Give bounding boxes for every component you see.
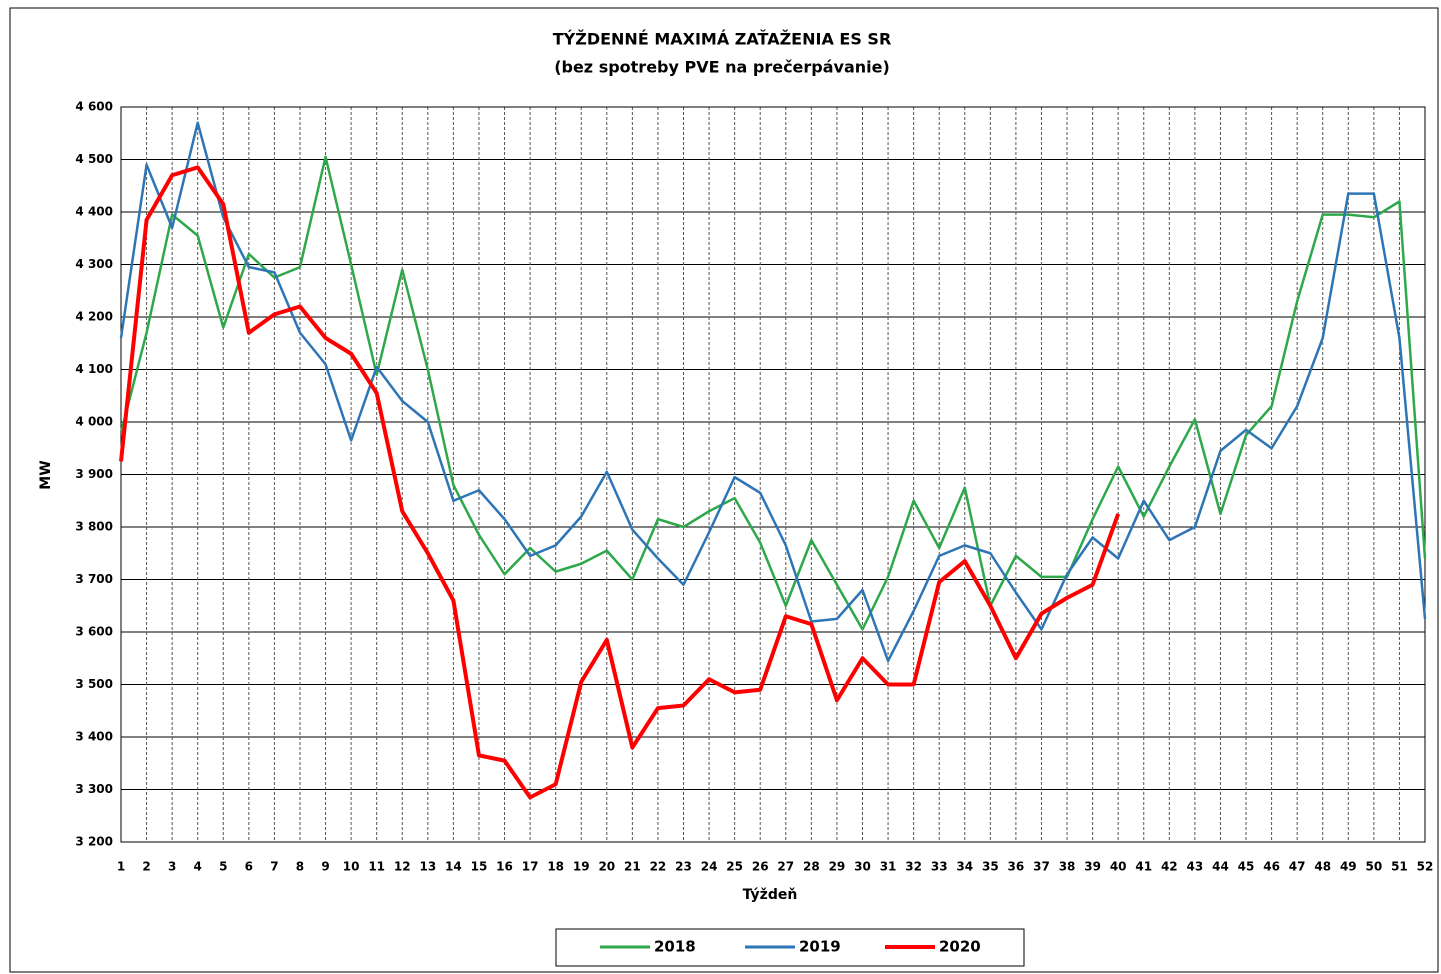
y-tick-label: 3 800 xyxy=(75,520,113,534)
x-tick-label: 41 xyxy=(1135,860,1152,874)
y-tick-label: 4 500 xyxy=(75,152,113,166)
x-tick-label: 52 xyxy=(1417,860,1434,874)
x-tick-label: 29 xyxy=(829,860,846,874)
x-tick-label: 25 xyxy=(726,860,743,874)
y-tick-label: 4 000 xyxy=(75,415,113,429)
x-tick-label: 27 xyxy=(777,860,794,874)
y-tick-label: 3 900 xyxy=(75,467,113,481)
series-line xyxy=(119,121,1427,663)
x-tick-label: 22 xyxy=(650,860,667,874)
x-tick-label: 38 xyxy=(1059,860,1076,874)
y-tick-label: 4 100 xyxy=(75,362,113,376)
x-tick-label: 35 xyxy=(982,860,999,874)
x-tick-label: 46 xyxy=(1263,860,1280,874)
x-tick-label: 36 xyxy=(1008,860,1025,874)
series-line xyxy=(119,165,1121,800)
y-tick-label: 4 600 xyxy=(75,100,113,114)
x-tick-label: 16 xyxy=(496,860,513,874)
x-tick-label: 37 xyxy=(1033,860,1050,874)
x-axis-title: Týždeň xyxy=(743,887,798,903)
x-tick-label: 4 xyxy=(194,860,202,874)
x-tick-label: 15 xyxy=(471,860,488,874)
series-line xyxy=(119,155,1427,631)
y-axis-title: MW xyxy=(38,460,54,489)
x-tick-label: 47 xyxy=(1289,860,1306,874)
x-tick-label: 3 xyxy=(168,860,176,874)
x-tick-label: 5 xyxy=(219,860,227,874)
x-tick-label: 11 xyxy=(368,860,385,874)
chart-subtitle: (bez spotreby PVE na prečerpávanie) xyxy=(554,58,890,77)
x-tick-label: 44 xyxy=(1212,860,1229,874)
x-tick-label: 30 xyxy=(854,860,871,874)
x-tick-label: 13 xyxy=(419,860,436,874)
plot-border xyxy=(120,106,1426,843)
x-tick-label: 40 xyxy=(1110,860,1127,874)
x-tick-label: 12 xyxy=(394,860,411,874)
x-tick-label: 2 xyxy=(142,860,150,874)
y-tick-label: 3 300 xyxy=(75,782,113,796)
x-tick-label: 17 xyxy=(522,860,539,874)
y-tick-label: 4 200 xyxy=(75,310,113,324)
x-tick-label: 51 xyxy=(1391,860,1408,874)
x-tick-label: 48 xyxy=(1314,860,1331,874)
x-tick-label: 32 xyxy=(905,860,922,874)
x-tick-label: 1 xyxy=(117,860,125,874)
x-tick-label: 49 xyxy=(1340,860,1357,874)
x-tick-label: 21 xyxy=(624,860,641,874)
y-tick-label: 3 400 xyxy=(75,730,113,744)
legend-label: 2019 xyxy=(799,938,841,956)
x-tick-label: 24 xyxy=(701,860,718,874)
x-tick-label: 7 xyxy=(270,860,278,874)
x-tick-label: 10 xyxy=(343,860,360,874)
x-tick-label: 34 xyxy=(956,860,973,874)
x-tick-label: 9 xyxy=(321,860,329,874)
x-tick-label: 42 xyxy=(1161,860,1178,874)
legend-label: 2020 xyxy=(939,938,981,956)
x-tick-label: 39 xyxy=(1084,860,1101,874)
x-tick-label: 14 xyxy=(445,860,462,874)
x-tick-label: 6 xyxy=(245,860,253,874)
chart-border xyxy=(9,7,1439,973)
x-tick-label: 43 xyxy=(1187,860,1204,874)
y-tick-label: 4 400 xyxy=(75,205,113,219)
x-tick-label: 28 xyxy=(803,860,820,874)
y-tick-label: 4 300 xyxy=(75,257,113,271)
x-tick-label: 18 xyxy=(547,860,564,874)
x-tick-label: 45 xyxy=(1238,860,1255,874)
x-tick-label: 33 xyxy=(931,860,948,874)
x-tick-label: 8 xyxy=(296,860,304,874)
x-tick-label: 23 xyxy=(675,860,692,874)
x-tick-label: 20 xyxy=(598,860,615,874)
y-tick-label: 3 600 xyxy=(75,625,113,639)
x-tick-label: 50 xyxy=(1366,860,1383,874)
legend-label: 2018 xyxy=(654,938,696,956)
x-tick-label: 19 xyxy=(573,860,590,874)
y-tick-label: 3 700 xyxy=(75,572,113,586)
y-tick-label: 3 200 xyxy=(75,835,113,849)
x-tick-label: 26 xyxy=(752,860,769,874)
y-tick-label: 3 500 xyxy=(75,677,113,691)
chart-title: TÝŽDENNÉ MAXIMÁ ZAŤAŽENIA ES SR xyxy=(553,30,892,49)
x-tick-label: 31 xyxy=(880,860,897,874)
